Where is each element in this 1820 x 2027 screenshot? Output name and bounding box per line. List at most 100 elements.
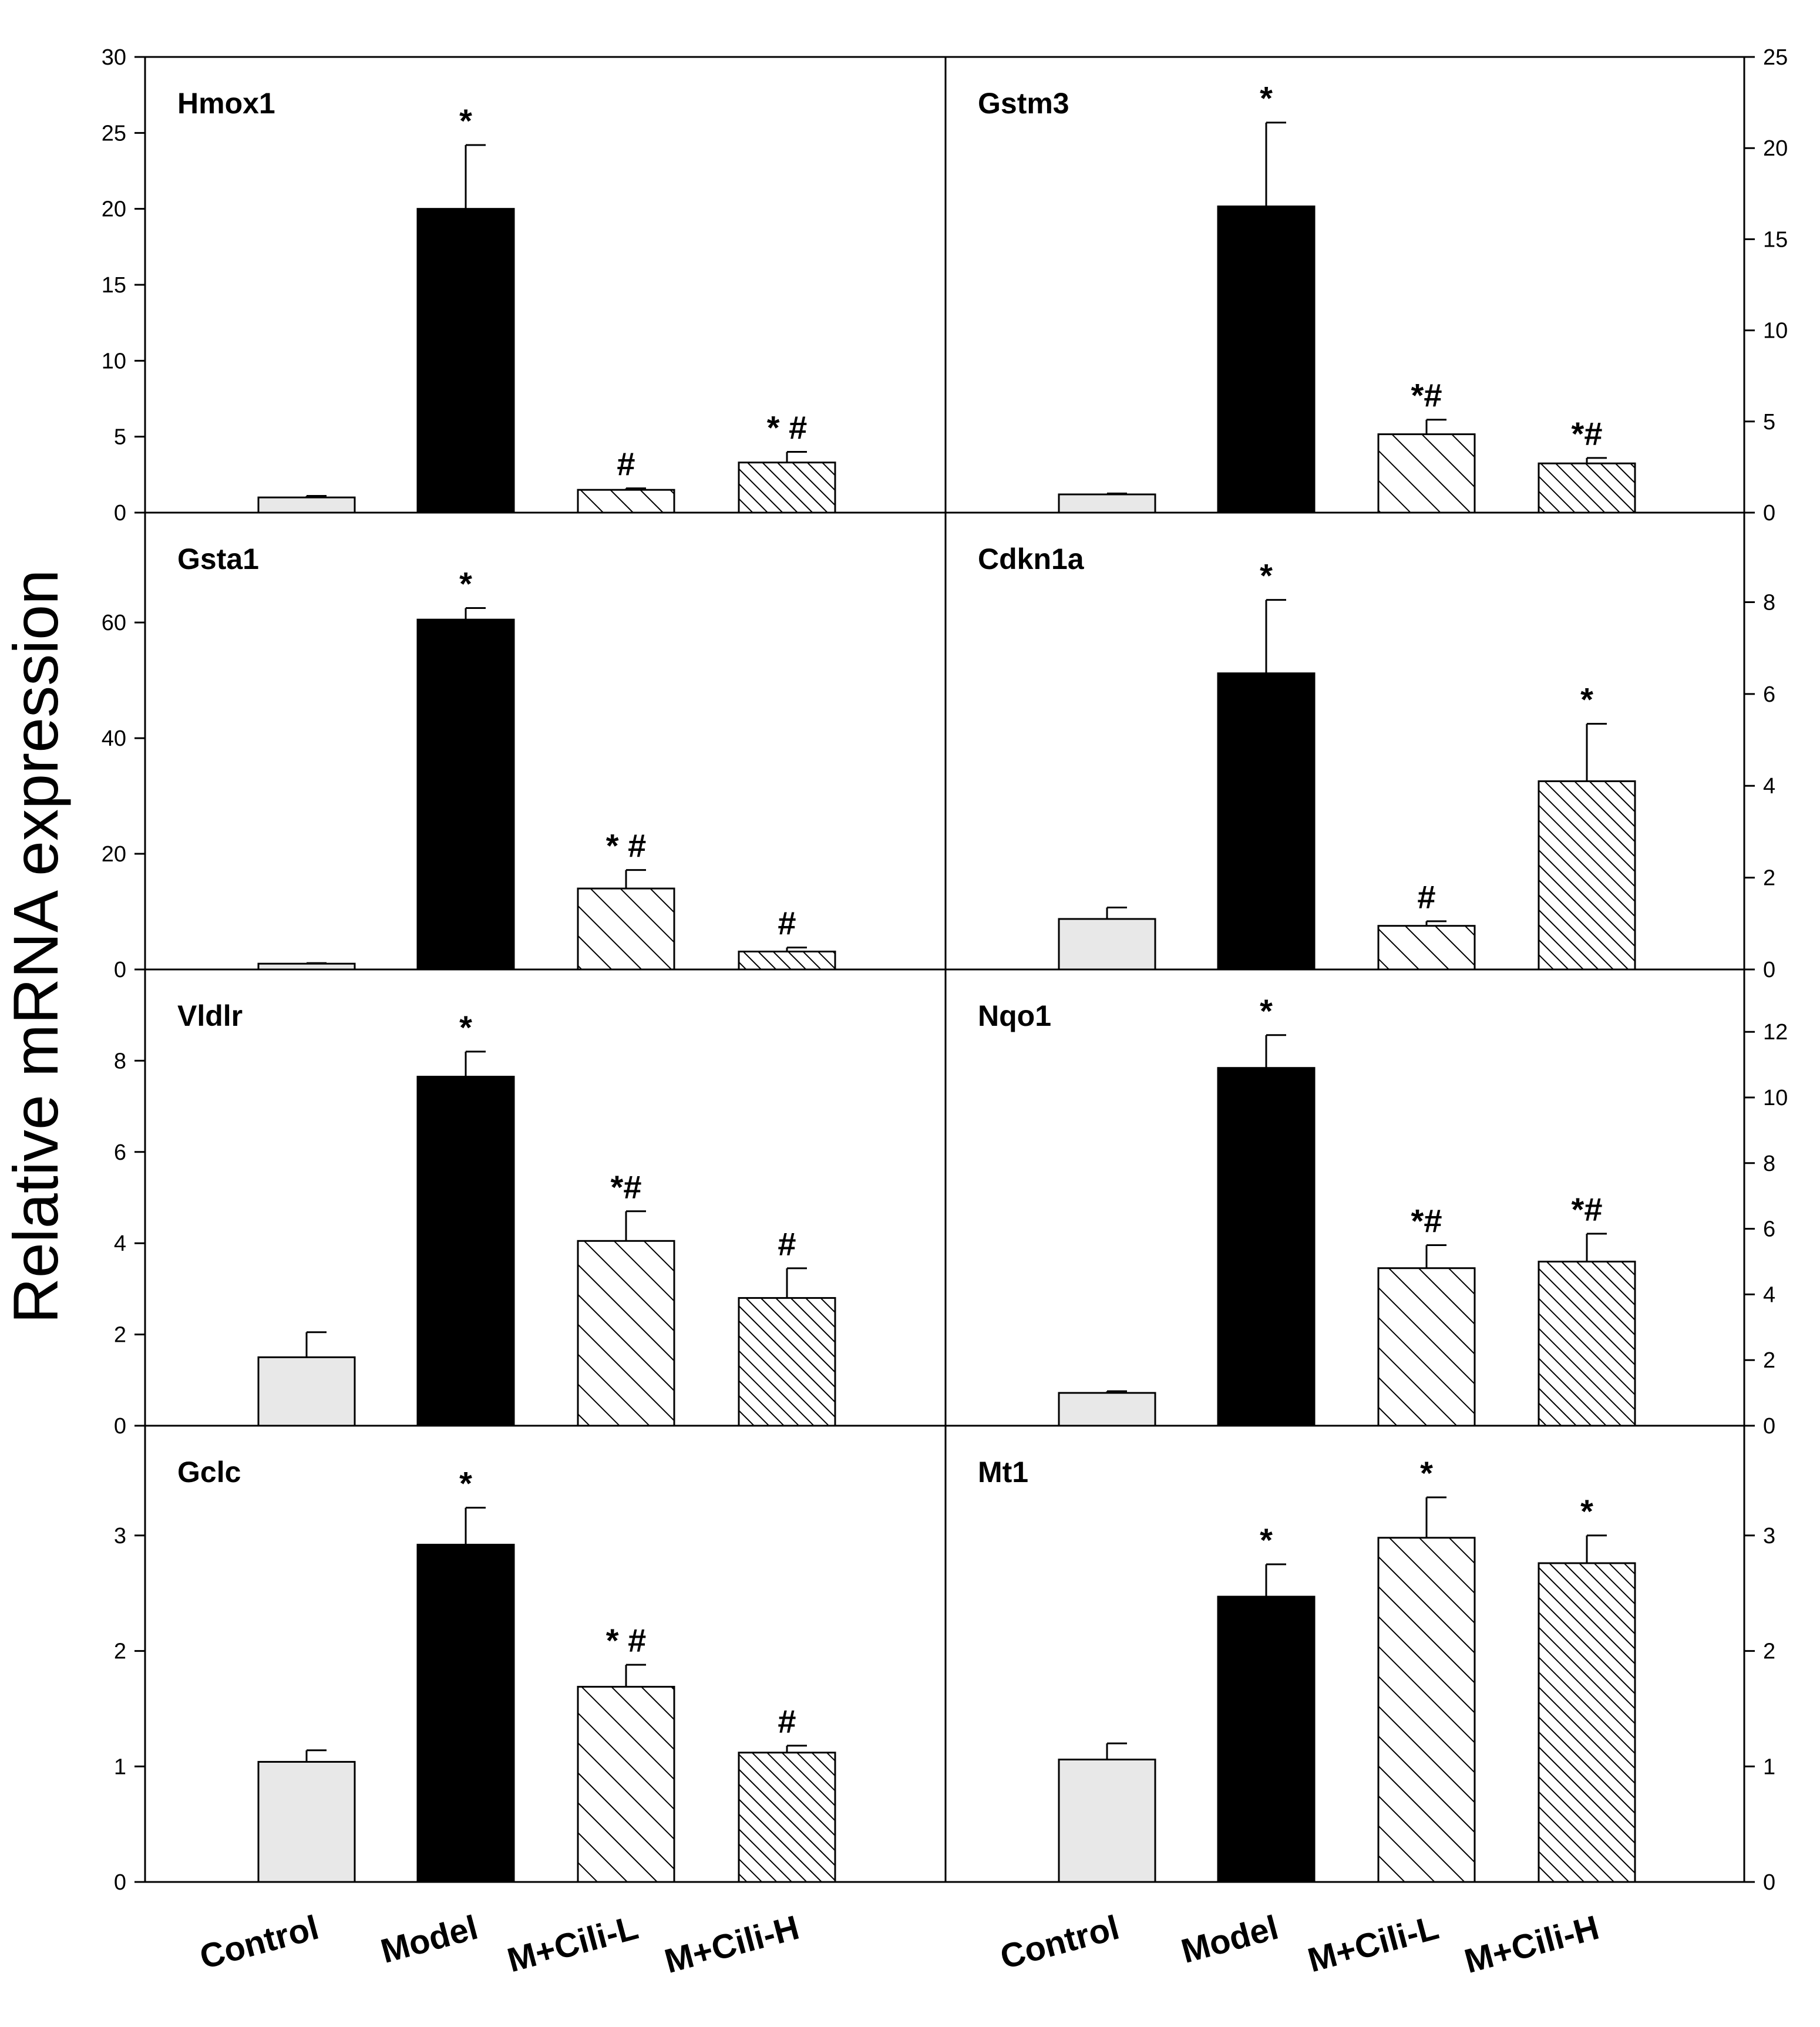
y-tick-label: 8 xyxy=(1763,590,1775,615)
significance-marker: *# xyxy=(611,1169,642,1206)
significance-marker: * # xyxy=(606,827,647,864)
bar-control xyxy=(1058,1392,1156,1427)
bar-m-cili-h xyxy=(738,462,836,514)
significance-marker: # xyxy=(778,905,796,942)
bar-model xyxy=(1217,1595,1316,1883)
y-tick-label: 2 xyxy=(1763,1348,1775,1373)
bar-model xyxy=(416,1076,515,1427)
bar-model xyxy=(416,618,515,971)
bar-model xyxy=(416,1544,515,1883)
bar-m-cili-l xyxy=(1377,1537,1476,1883)
bar-model xyxy=(1217,206,1316,514)
bar-m-cili-l xyxy=(1377,1267,1476,1427)
y-tick-label: 0 xyxy=(114,958,126,982)
significance-marker: *# xyxy=(1411,1203,1442,1240)
y-tick-label: 0 xyxy=(1763,1870,1775,1895)
panel-nqo1: Nqo1 0 2 4 6 8 10 12 * *# *# xyxy=(944,968,1788,1439)
panel-title: Mt1 xyxy=(978,1456,1028,1489)
y-tick-label: 10 xyxy=(102,349,126,373)
category-label: M+Cili-L xyxy=(1304,1908,1442,1980)
significance-marker: * xyxy=(1580,1493,1593,1530)
significance-marker: * xyxy=(1260,992,1273,1029)
y-tick-label: 20 xyxy=(102,197,126,222)
y-tick-label: 20 xyxy=(1763,136,1788,161)
panel-hmox1: Hmox1 0 5 10 15 20 25 30 * # * # xyxy=(102,45,947,526)
bar-m-cili-h xyxy=(1538,1261,1636,1427)
y-tick-label: 12 xyxy=(1763,1020,1788,1045)
bar-m-cili-h xyxy=(1538,780,1636,971)
panel-gstm3: Gstm3 0 5 10 15 20 25 * *# *# xyxy=(944,45,1788,526)
bar-m-cili-l xyxy=(1377,925,1476,971)
y-tick-label: 4 xyxy=(1763,774,1775,799)
category-label: Control xyxy=(996,1908,1123,1977)
bar-m-cili-h xyxy=(738,1297,836,1427)
bar-m-cili-h xyxy=(1538,462,1636,514)
significance-marker: # xyxy=(617,446,635,483)
category-label: Model xyxy=(1178,1908,1283,1971)
y-tick-label: 6 xyxy=(1763,682,1775,707)
panel-frame xyxy=(944,1425,1745,1883)
x-axis-category-labels: Control Model M+Cili-L M+Cili-H Control Model… xyxy=(196,1908,1603,1981)
panel-vldlr: Vldlr 0 2 4 6 8 * *# # xyxy=(114,968,947,1439)
significance-marker: * xyxy=(459,565,472,602)
bar-model xyxy=(416,208,515,514)
panel-title: Hmox1 xyxy=(177,87,275,120)
y-tick-label: 1 xyxy=(114,1755,126,1779)
bar-model xyxy=(1217,1067,1316,1427)
bar-control xyxy=(257,496,356,514)
y-tick-label: 20 xyxy=(102,842,126,867)
y-tick-label: 0 xyxy=(1763,1414,1775,1439)
bar-m-cili-h xyxy=(738,950,836,971)
panel-title: Gsta1 xyxy=(177,543,259,575)
y-tick-label: 10 xyxy=(1763,1086,1788,1110)
panel-frame xyxy=(144,511,947,971)
category-label: M+Cili-H xyxy=(1461,1908,1603,1981)
y-tick-label: 6 xyxy=(114,1140,126,1165)
bar-m-cili-l xyxy=(1377,433,1476,514)
bar-control xyxy=(1058,1758,1156,1883)
y-tick-label: 3 xyxy=(114,1524,126,1548)
y-tick-label: 2 xyxy=(114,1639,126,1664)
y-tick-label: 8 xyxy=(114,1049,126,1073)
panel-frame xyxy=(144,56,947,514)
bar-control xyxy=(1058,918,1156,971)
category-label: Control xyxy=(196,1908,322,1977)
y-tick-label: 25 xyxy=(1763,45,1788,70)
significance-marker: * xyxy=(1260,80,1273,117)
significance-marker: * xyxy=(459,1465,472,1502)
y-tick-label: 4 xyxy=(1763,1282,1775,1307)
panel-title: Gclc xyxy=(177,1456,241,1489)
y-tick-label: 4 xyxy=(114,1231,126,1256)
significance-marker: * xyxy=(1580,681,1593,718)
significance-marker: # xyxy=(1417,878,1435,915)
bar-m-cili-l xyxy=(577,489,675,514)
bar-control xyxy=(257,1356,356,1427)
panel-gclc: Gclc 0 1 2 3 * * # # xyxy=(114,1425,947,1895)
y-tick-label: 0 xyxy=(1763,958,1775,982)
y-tick-label: 3 xyxy=(1763,1524,1775,1548)
significance-marker: * xyxy=(459,102,472,139)
panel-title: Cdkn1a xyxy=(978,543,1085,575)
y-tick-label: 2 xyxy=(1763,866,1775,891)
y-tick-label: 40 xyxy=(102,726,126,751)
panel-title: Gstm3 xyxy=(978,87,1069,120)
y-tick-label: 0 xyxy=(114,1414,126,1439)
y-tick-label: 25 xyxy=(102,121,126,146)
significance-marker: * # xyxy=(606,1622,647,1659)
bar-control xyxy=(257,1760,356,1883)
panel-mt1: Mt1 0 1 2 3 * * * xyxy=(944,1425,1775,1895)
y-tick-label: 10 xyxy=(1763,319,1788,344)
y-tick-label: 1 xyxy=(1763,1755,1775,1779)
bar-m-cili-l xyxy=(577,1686,675,1883)
category-label: M+Cili-L xyxy=(503,1908,642,1980)
y-tick-label: 0 xyxy=(1763,501,1775,526)
panel-cdkn1a: Cdkn1a 0 2 4 6 8 * # * xyxy=(944,511,1775,982)
y-tick-label: 2 xyxy=(1763,1639,1775,1664)
significance-marker: * xyxy=(1420,1454,1433,1491)
panel-gsta1: Gsta1 0 20 40 60 * * # # xyxy=(102,511,947,982)
significance-marker: * xyxy=(1260,1521,1273,1558)
panel-title: Nqo1 xyxy=(978,999,1051,1032)
y-axis-label: Relative mRNA expression xyxy=(0,570,71,1324)
